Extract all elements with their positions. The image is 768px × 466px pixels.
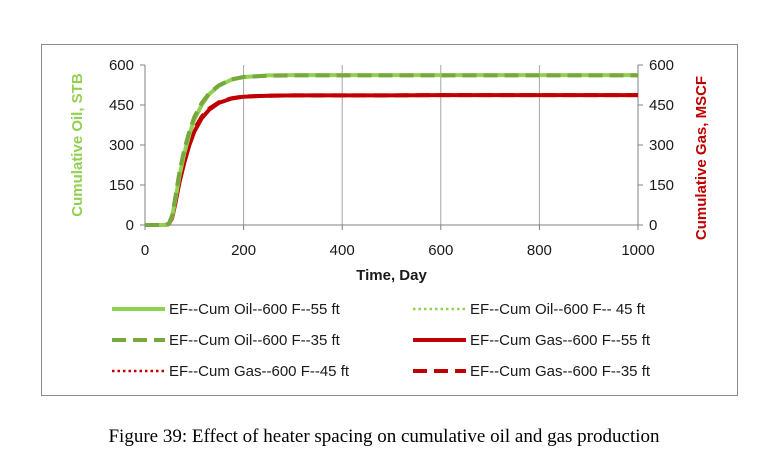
x-axis-title: Time, Day bbox=[356, 267, 427, 284]
axes-layer bbox=[144, 65, 639, 226]
grid-layer bbox=[243, 65, 639, 225]
series-layer bbox=[145, 73, 638, 227]
y-left-axis-title: Cumulative Oil, STB bbox=[69, 73, 86, 217]
legend-label-oil-55ft: EF--Cum Oil--600 F--55 ft bbox=[169, 301, 341, 318]
x-tick-label: 0 bbox=[141, 242, 149, 259]
chart-frame bbox=[41, 44, 738, 396]
y-right-tick-label: 450 bbox=[649, 97, 674, 114]
figure-caption: Figure 39: Effect of heater spacing on c… bbox=[108, 426, 660, 447]
x-tick-label: 200 bbox=[231, 242, 256, 259]
y-right-tick-label: 600 bbox=[649, 57, 674, 74]
y-right-tick-label: 300 bbox=[649, 137, 674, 154]
series-line-5 bbox=[145, 93, 638, 227]
y-right-tick-label: 150 bbox=[649, 177, 674, 194]
legend-label-oil-45ft: EF--Cum Oil--600 F-- 45 ft bbox=[470, 301, 646, 318]
y-right-tick-label: 0 bbox=[649, 217, 657, 234]
legend: EF--Cum Oil--600 F--55 ft EF--Cum Oil--6… bbox=[112, 301, 651, 380]
ticks-layer: 0 150 300 450 600 0 150 300 450 600 0 200 400 600 800 1… bbox=[109, 57, 674, 259]
legend-item: EF--Cum Gas--600 F--55 ft bbox=[413, 332, 651, 349]
x-tick-label: 400 bbox=[330, 242, 355, 259]
y-left-tick-label: 0 bbox=[126, 217, 134, 234]
legend-item: EF--Cum Gas--600 F--45 ft bbox=[112, 363, 350, 380]
x-tick-label: 1000 bbox=[621, 242, 654, 259]
y-left-tick-label: 300 bbox=[109, 137, 134, 154]
y-left-tick-label: 450 bbox=[109, 97, 134, 114]
series-line-0 bbox=[145, 73, 638, 227]
series-line-3 bbox=[145, 93, 638, 227]
legend-label-gas-55ft: EF--Cum Gas--600 F--55 ft bbox=[470, 332, 651, 349]
series-line-2 bbox=[145, 73, 638, 227]
y-left-tick-label: 600 bbox=[109, 57, 134, 74]
series-line-1 bbox=[145, 74, 638, 227]
x-tick-label: 600 bbox=[428, 242, 453, 259]
legend-item: EF--Cum Oil--600 F--55 ft bbox=[112, 301, 341, 318]
legend-item: EF--Cum Gas--600 F--35 ft bbox=[413, 363, 651, 380]
series-line-4 bbox=[145, 94, 638, 227]
legend-label-gas-45ft: EF--Cum Gas--600 F--45 ft bbox=[169, 363, 350, 380]
legend-item: EF--Cum Oil--600 F-- 45 ft bbox=[413, 301, 646, 318]
legend-item: EF--Cum Oil--600 F--35 ft bbox=[112, 332, 341, 349]
y-right-axis-title: Cumulative Gas, MSCF bbox=[693, 76, 710, 240]
x-tick-label: 800 bbox=[527, 242, 552, 259]
legend-label-oil-35ft: EF--Cum Oil--600 F--35 ft bbox=[169, 332, 341, 349]
legend-label-gas-35ft: EF--Cum Gas--600 F--35 ft bbox=[470, 363, 651, 380]
y-left-tick-label: 150 bbox=[109, 177, 134, 194]
